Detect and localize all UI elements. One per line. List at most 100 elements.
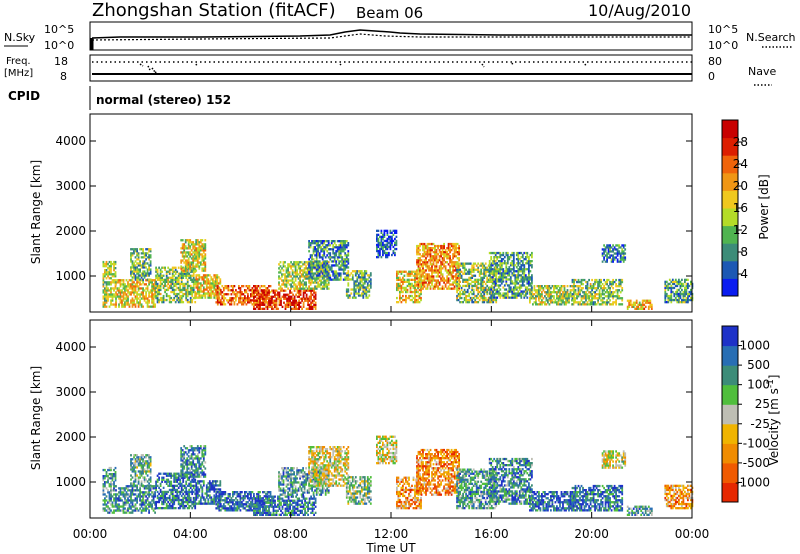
power-echo-cell — [357, 284, 360, 287]
power-echo-cell — [483, 266, 486, 269]
power-echo-cell — [345, 290, 348, 293]
power-echo-cell — [131, 264, 134, 267]
power-echo-cell — [327, 278, 330, 281]
power-echo-cell — [533, 293, 536, 296]
power-echo-cell — [314, 305, 317, 308]
power-echo-cell — [156, 268, 159, 271]
power-echo-cell — [145, 258, 147, 261]
power-echo-cell — [641, 299, 644, 302]
power-echo-cell — [345, 274, 348, 277]
power-echo-cell — [226, 285, 228, 288]
power-echo-cell — [684, 298, 686, 302]
power-echo-cell — [438, 251, 441, 254]
power-echo-cell — [105, 297, 108, 300]
power-echo-cell — [518, 292, 521, 295]
power-echo-cell — [538, 303, 540, 306]
power-echo-cell — [571, 303, 574, 306]
power-echo-cell — [180, 290, 183, 294]
power-echo-cell — [266, 291, 269, 294]
power-echo-cell — [131, 262, 134, 265]
power-echo-cell — [559, 299, 561, 302]
power-echo-cell — [416, 247, 418, 250]
power-echo-cell — [603, 287, 605, 290]
power-echo-cell — [309, 254, 312, 257]
power-echo-cell — [365, 296, 368, 299]
power-echo-cell — [146, 297, 149, 300]
power-echo-cell — [201, 276, 204, 279]
power-echo-cell — [547, 293, 549, 296]
power-echo-cell — [536, 285, 539, 288]
power-echo-cell — [312, 248, 315, 251]
power-echo-cell — [434, 265, 436, 268]
power-echo-cell — [192, 266, 195, 269]
power-echo-cell — [159, 272, 162, 275]
beam-label: Beam 06 — [356, 4, 423, 22]
power-echo-cell — [612, 291, 614, 294]
power-echo-cell — [681, 284, 683, 288]
power-echo-cell — [245, 299, 248, 302]
power-echo-cell — [164, 284, 166, 288]
power-echo-cell — [312, 277, 315, 280]
power-echo-cell — [323, 274, 326, 277]
power-echo-cell — [221, 295, 224, 298]
power-colorbar-tick-label: 20 — [733, 179, 748, 193]
power-echo-cell — [460, 286, 463, 290]
power-echo-cell — [271, 301, 273, 304]
power-echo-cell — [606, 289, 608, 292]
power-echo-cell — [414, 288, 416, 292]
power-echo-cell — [465, 296, 467, 300]
power-echo-cell — [330, 278, 333, 281]
power-echo-cell — [180, 298, 183, 302]
power-echo-cell — [107, 271, 109, 274]
power-echo-cell — [420, 255, 423, 258]
power-echo-cell — [341, 242, 344, 245]
power-echo-cell — [425, 273, 427, 276]
power-echo-cell — [291, 271, 294, 274]
power-echo-cell — [585, 291, 587, 294]
power-echo-cell — [622, 250, 625, 253]
power-echo-cell — [521, 270, 524, 273]
power-echo-cell — [687, 284, 689, 288]
power-echo-cell — [469, 298, 472, 302]
power-echo-cell — [186, 239, 189, 242]
power-echo-cell — [588, 299, 590, 302]
power-echo-cell — [585, 287, 587, 290]
power-echo-cell — [583, 303, 586, 306]
power-echo-cell — [592, 287, 595, 290]
power-echo-cell — [350, 292, 353, 295]
power-echo-cell — [323, 276, 326, 279]
power-echo-cell — [315, 240, 318, 243]
power-echo-cell — [450, 259, 453, 262]
power-echo-cell — [118, 281, 120, 284]
velocity-echo-cell — [105, 503, 108, 506]
power-echo-cell — [668, 294, 671, 298]
power-echo-cell — [505, 292, 508, 295]
power-echo-cell — [681, 288, 683, 292]
power-echo-cell — [468, 268, 471, 271]
power-echo-cell — [115, 297, 117, 300]
power-echo-cell — [306, 261, 309, 264]
power-echo-cell — [447, 253, 450, 256]
power-echo-cell — [283, 297, 285, 300]
power-echo-cell — [305, 299, 308, 302]
power-echo-cell — [281, 283, 283, 286]
power-echo-cell — [191, 278, 194, 281]
power-echo-cell — [288, 283, 291, 286]
power-echo-cell — [274, 299, 276, 302]
power-echo-cell — [667, 288, 670, 292]
power-echo-cell — [615, 295, 617, 298]
power-echo-cell — [667, 298, 670, 302]
power-echo-cell — [545, 285, 548, 288]
power-echo-cell — [685, 296, 688, 300]
power-echo-cell — [664, 298, 667, 302]
power-echo-cell — [213, 288, 216, 291]
power-echo-cell — [198, 292, 201, 295]
power-echo-cell — [148, 305, 150, 308]
power-echo-cell — [307, 289, 309, 292]
power-echo-cell — [102, 262, 105, 266]
power-echo-cell — [247, 293, 249, 296]
power-echo-cell — [472, 268, 475, 271]
power-echo-cell — [365, 272, 368, 275]
power-echo-cell — [589, 287, 592, 290]
